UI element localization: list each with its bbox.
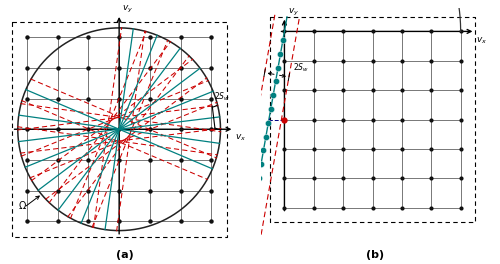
Text: $v_y$: $v_y$ [122, 4, 134, 15]
Text: $\Omega$: $\Omega$ [18, 199, 27, 211]
Text: $v_x$: $v_x$ [476, 36, 487, 46]
Text: $2S_w$: $2S_w$ [214, 91, 230, 103]
Text: $v_x$: $v_x$ [235, 132, 246, 143]
Text: (b): (b) [366, 250, 384, 260]
Text: $2S_w$: $2S_w$ [294, 62, 310, 74]
Text: $v_y$: $v_y$ [288, 7, 299, 18]
Text: (a): (a) [116, 250, 134, 260]
